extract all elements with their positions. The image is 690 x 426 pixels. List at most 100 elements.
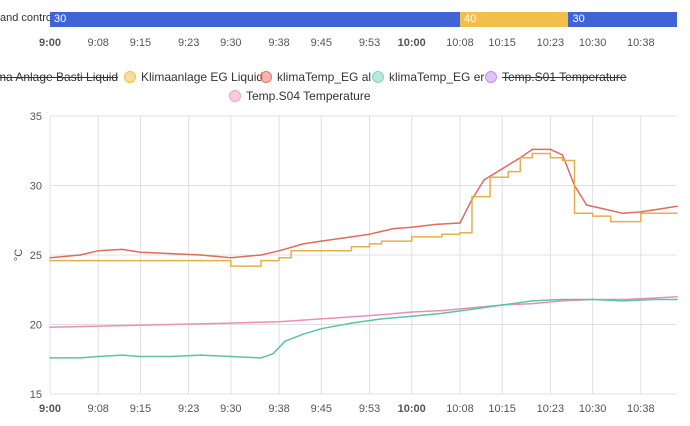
data-point [459,222,461,224]
data-point [561,154,564,156]
timeline-segment[interactable]: 40 [459,12,569,27]
data-point [441,312,443,315]
data-point [380,240,383,242]
data-point [302,243,305,245]
data-point [621,298,624,301]
legend-item-eg-er[interactable]: klimaTemp_EG er [372,70,484,84]
legend-dot-icon [372,71,384,83]
data-point [97,355,100,358]
data-point [320,240,323,242]
legend-dot-icon [260,71,272,83]
data-point [260,254,262,256]
data-point [531,152,534,155]
data-point [621,300,624,302]
data-point [531,302,534,305]
data-point [573,212,576,215]
data-point [676,295,678,298]
data-point [603,208,606,210]
data-point [410,236,413,238]
data-point [290,250,292,252]
data-point [230,256,232,259]
data-point [284,340,286,342]
legend-item-s04[interactable]: Temp.S04 Temperature [229,89,371,103]
data-point [561,300,564,302]
data-point [435,223,437,226]
x-tick-label: 9:45 [311,403,332,415]
legend-item-eg-al[interactable]: klimaTemp_EG al [260,70,371,84]
y-tick-label: 20 [30,320,42,332]
data-point [320,250,323,252]
data-point [609,220,612,223]
y-tick-label: 25 [30,250,42,262]
x-tick-label: 10:15 [488,403,516,415]
legend-dot-icon [124,71,136,83]
data-point [121,248,124,251]
data-point [676,298,678,301]
legend-dot-icon [485,71,497,83]
series-line-temp-s04-temperature [49,295,678,329]
data-point [652,298,654,301]
data-point [320,327,323,330]
data-point [169,323,172,326]
legend-item-eg-liquid[interactable]: Klimaanlage EG Liquid [124,70,263,84]
x-tick-label: 9:38 [268,403,289,415]
data-point [49,326,51,329]
data-point [519,156,522,159]
data-point [640,211,642,213]
data-point [230,355,232,358]
data-point [658,208,660,210]
data-point [278,250,280,252]
legend-item-s01[interactable]: Temp.S01 Temperature [485,70,627,84]
data-point [199,254,202,256]
series-line-klimatemp-eg-er [50,298,677,359]
data-point [591,215,594,217]
data-point [483,179,485,181]
data-point [260,259,262,262]
data-point [410,311,413,313]
data-point [380,318,383,320]
data-point [591,298,594,301]
data-point [272,352,274,355]
data-point [471,307,473,309]
data-point [501,168,503,170]
data-point [621,212,624,215]
data-point [501,304,503,306]
data-point [121,354,124,356]
data-point [471,308,473,311]
data-point [49,259,51,262]
data-point [139,251,142,254]
data-point [561,298,564,301]
timeline-segment[interactable]: 30 [50,12,460,27]
data-point [199,259,202,262]
data-point [585,204,588,206]
data-point [380,313,383,316]
legend-dot-icon [229,90,241,102]
series-line-klimaanlage-eg-liquid [50,152,677,267]
data-point [441,233,443,235]
data-point [97,250,100,252]
timeline-segment[interactable]: 30 [568,12,677,27]
data-point [640,212,642,215]
x-tick-label: 9:23 [178,403,199,415]
series-line-klimatemp-eg-al [49,148,678,259]
x-tick-label: 10:30 [579,403,607,415]
data-point [199,354,202,356]
legend-item-basti-liquid[interactable]: ma Anlage Basti Liquid [0,70,119,84]
data-point [278,256,280,259]
y-axis-label: °C [13,249,25,261]
data-point [139,259,142,262]
data-point [79,254,81,256]
data-point [109,325,112,327]
x-tick-label: 10:00 [398,403,426,415]
data-point [531,300,534,302]
data-point [79,259,81,262]
data-point [302,333,305,336]
data-point [230,322,232,324]
data-point [549,156,552,159]
data-point [169,259,172,262]
data-point [350,236,353,238]
y-tick-label: 35 [30,111,42,123]
data-point [169,252,172,255]
x-tick-label: 9:00 [39,403,61,415]
